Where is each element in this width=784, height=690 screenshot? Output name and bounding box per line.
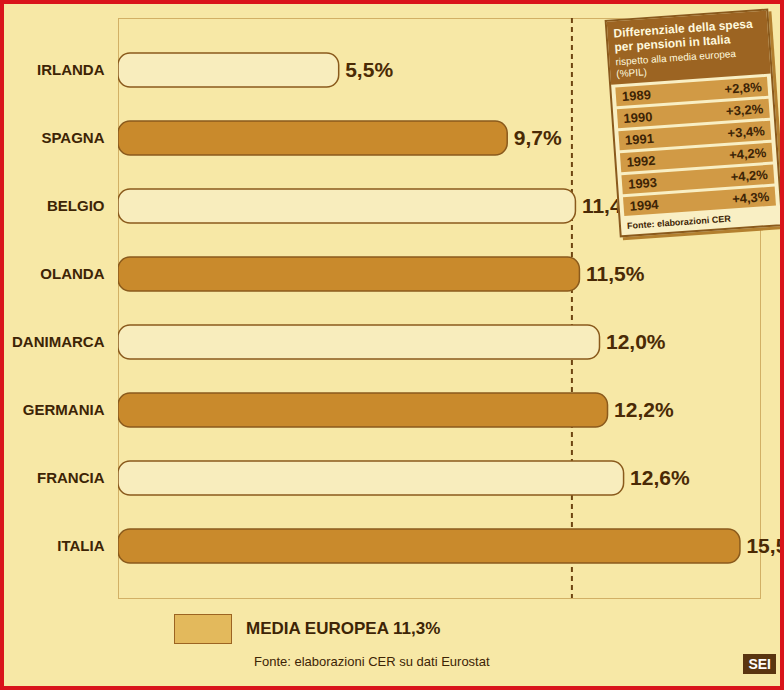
svg-text:ITALIA: ITALIA xyxy=(57,537,104,554)
svg-text:9,7%: 9,7% xyxy=(514,126,562,149)
svg-text:12,6%: 12,6% xyxy=(630,466,690,489)
svg-text:DANIMARCA: DANIMARCA xyxy=(12,333,105,350)
svg-text:5,5%: 5,5% xyxy=(345,58,393,81)
svg-text:IRLANDA: IRLANDA xyxy=(37,61,105,78)
svg-text:BELGIO: BELGIO xyxy=(47,197,105,214)
svg-text:OLANDA: OLANDA xyxy=(40,265,104,282)
svg-text:15,5%: 15,5% xyxy=(746,534,780,557)
svg-text:11,5%: 11,5% xyxy=(586,262,645,285)
svg-text:12,2%: 12,2% xyxy=(614,398,674,421)
svg-text:12,0%: 12,0% xyxy=(606,330,666,353)
svg-text:FRANCIA: FRANCIA xyxy=(37,469,105,486)
svg-text:GERMANIA: GERMANIA xyxy=(23,401,105,418)
svg-text:SPAGNA: SPAGNA xyxy=(41,129,104,146)
